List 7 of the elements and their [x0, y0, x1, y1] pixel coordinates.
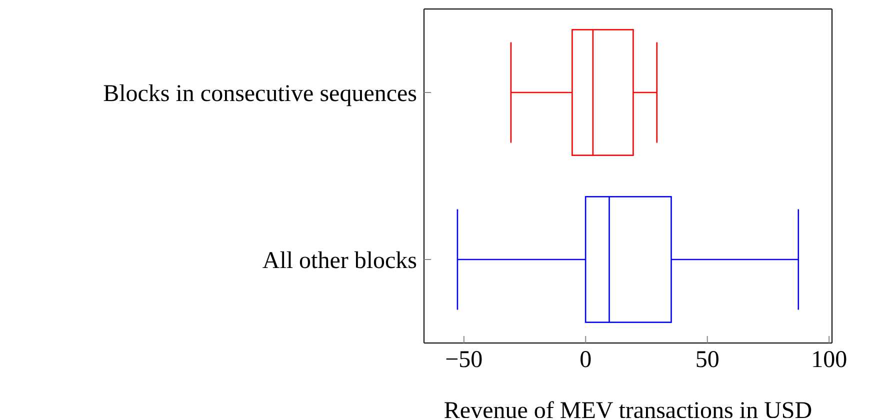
y-tick-label: Blocks in consecutive sequences: [103, 81, 417, 108]
y-tick-label: All other blocks: [262, 248, 417, 274]
x-axis-title: Revenue of MEV transactions in USD: [444, 398, 812, 420]
x-tick-label: −50: [445, 347, 483, 374]
x-tick-label: 50: [695, 347, 720, 374]
x-tick-label: 0: [580, 347, 592, 374]
x-tick-label: 100: [811, 347, 848, 374]
